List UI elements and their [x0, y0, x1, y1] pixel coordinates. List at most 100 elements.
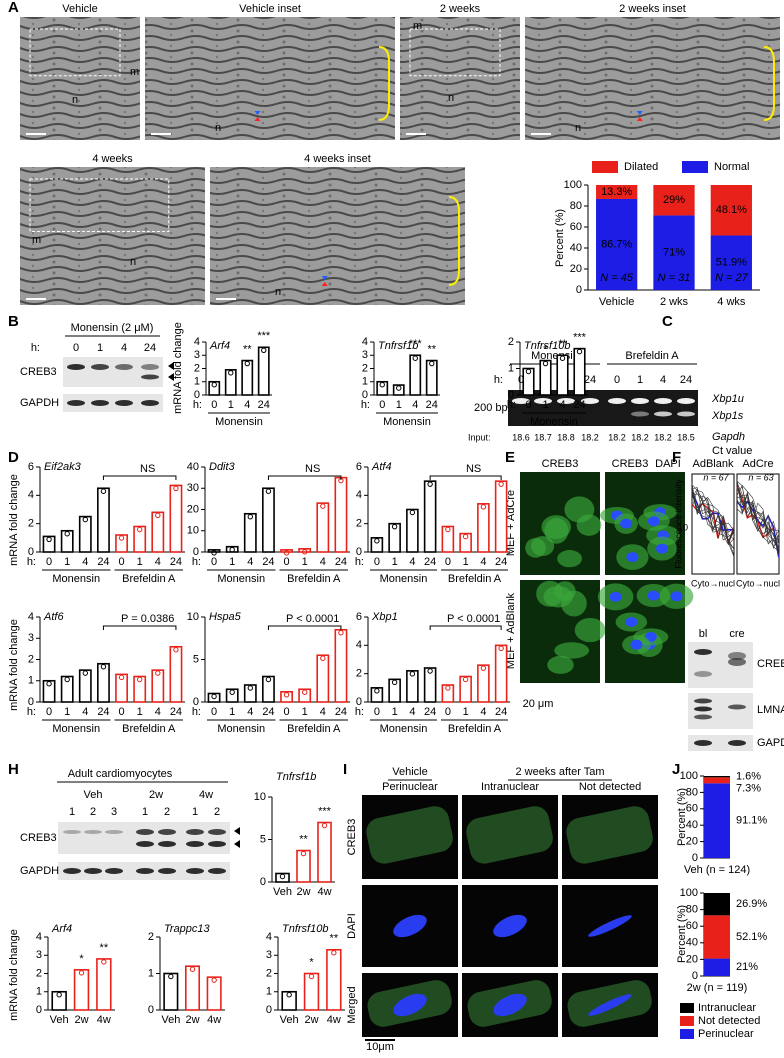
bar-dot: [56, 992, 62, 998]
y-tick-label: 4: [362, 336, 368, 348]
image-title: 4 weeks inset: [304, 153, 371, 165]
comparison-bracket: [102, 475, 177, 480]
value-label: 52.1%: [736, 931, 767, 943]
chart-title: Tnfrsf1b: [378, 340, 418, 352]
y-tick-label: 4: [194, 336, 200, 348]
y-tick-label: 4: [28, 611, 34, 623]
bar-dot: [46, 681, 52, 687]
lane-label: 2: [90, 806, 96, 818]
comparison-label: NS: [466, 463, 481, 475]
bar: [115, 673, 128, 703]
comparison-bracket: [267, 475, 342, 480]
scale-label: 20 μm: [523, 698, 554, 710]
bar-dot: [100, 488, 107, 494]
bar-dot: [320, 655, 326, 661]
lane-label: 4: [121, 342, 127, 354]
y-label: Percent (%): [676, 788, 688, 846]
legend-label: Normal: [714, 161, 749, 173]
bar: [388, 522, 401, 553]
bar-dot: [301, 549, 308, 555]
bar: [556, 354, 569, 396]
cell: [574, 618, 606, 643]
profile-line: [736, 479, 779, 544]
comparison-bracket: [267, 625, 342, 630]
x-tick-label: 0: [284, 556, 290, 568]
row-label: Merged: [346, 986, 358, 1023]
lane-label: 1: [142, 806, 148, 818]
bar-segment: [596, 198, 638, 290]
chart-title: Ddit3: [209, 461, 236, 473]
bar: [441, 684, 455, 703]
significance: ***: [573, 332, 587, 344]
image-title: 2 weeks: [440, 3, 481, 15]
value-label: 1.6%: [736, 771, 761, 783]
value-label: 51.9%: [716, 257, 747, 269]
x-tick-label: 0: [374, 556, 380, 568]
chart-title: Eif2ak3: [44, 461, 82, 473]
x-prefix: h:: [192, 706, 201, 718]
bar: [51, 990, 67, 1011]
n-label: N = 31: [658, 272, 691, 284]
y-tick-label: 0: [148, 1004, 154, 1016]
gene-label: Gapdh: [712, 431, 745, 443]
y-tick-label: 4: [356, 489, 362, 501]
y-tick-label: 0: [576, 284, 582, 296]
em-label: n: [575, 122, 581, 134]
ct-value: 18.2: [581, 432, 599, 442]
x-tick-label: 2w (n = 119): [687, 982, 748, 994]
blot: [688, 735, 753, 751]
y-tick-label: 60: [686, 803, 698, 815]
y-tick-label: 80: [570, 200, 582, 212]
band: [63, 868, 81, 874]
bracket: [763, 46, 775, 121]
bar-dot: [168, 973, 174, 980]
panel-letter: F: [672, 449, 681, 466]
y-tick-label: 0: [356, 696, 362, 708]
nucleus: [493, 914, 527, 938]
bar: [73, 969, 90, 1011]
bar: [42, 535, 56, 553]
group-label: Brefeldin A: [448, 723, 502, 735]
bar: [60, 675, 74, 703]
y-tick-label: 0: [28, 546, 34, 558]
band: [512, 398, 530, 404]
x-tick-label: 4: [155, 556, 161, 568]
bracket: [378, 46, 390, 121]
bar-dot: [247, 514, 254, 520]
band: [728, 658, 746, 666]
x-tick-label: 24: [573, 399, 585, 411]
stain-label: DAPI: [655, 458, 681, 470]
bar: [163, 972, 179, 1011]
chart-title: Xbp1: [371, 611, 398, 623]
value-label: 71%: [663, 247, 685, 259]
em-label: m: [130, 66, 139, 78]
band: [84, 868, 102, 874]
profile-line: [691, 487, 734, 549]
group-label: AdCre: [742, 458, 773, 470]
arrowhead: [234, 827, 240, 835]
y-tick-label: 2: [356, 518, 362, 530]
comparison-bracket: [429, 625, 502, 630]
legend-label: Dilated: [624, 161, 658, 173]
bar-dot: [374, 688, 380, 694]
cell: [547, 655, 574, 674]
lane-label: 3: [111, 806, 117, 818]
bar-dot: [189, 966, 196, 972]
blot-label: CREB3: [20, 366, 57, 378]
bar-dot: [525, 368, 532, 375]
bar-dot: [542, 360, 549, 367]
significance: *: [79, 953, 84, 965]
lane-label: 0: [73, 342, 79, 354]
bar: [97, 487, 110, 553]
bar-dot: [118, 535, 125, 541]
x-tick-label: Veh: [273, 886, 292, 898]
significance: **: [427, 343, 436, 355]
blot-label: LMNA: [757, 704, 784, 716]
nucleus: [493, 993, 527, 1017]
bar-dot: [409, 509, 416, 516]
y-tick-label: 0: [193, 696, 199, 708]
band: [728, 740, 746, 746]
inset-box: [29, 178, 170, 232]
bar-dot: [244, 360, 250, 367]
bar-dot: [338, 630, 344, 636]
